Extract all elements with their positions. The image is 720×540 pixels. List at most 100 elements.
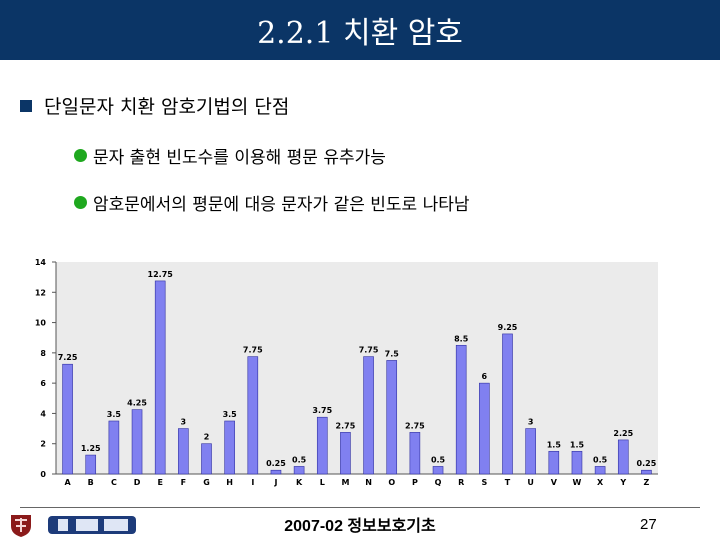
data-label-B: 1.25 [81, 444, 101, 453]
bar-M [340, 432, 351, 475]
x-tick-label-D: D [134, 478, 141, 487]
x-tick-label-N: N [365, 478, 372, 487]
data-label-C: 3.5 [107, 410, 122, 419]
bar-A [62, 363, 73, 475]
y-tick-label: 8 [40, 349, 46, 358]
data-label-K: 0.5 [292, 455, 307, 464]
x-tick-label-W: W [573, 478, 582, 487]
square-bullet-icon [20, 99, 32, 112]
x-tick-label-A: A [64, 478, 71, 487]
data-label-R: 8.5 [454, 334, 469, 343]
x-tick-label-L: L [320, 478, 325, 487]
y-tick-label: 10 [35, 319, 47, 328]
data-label-Y: 2.25 [613, 429, 633, 438]
data-label-A: 7.25 [58, 353, 78, 362]
bar-Q [432, 466, 444, 475]
x-tick-label-U: U [527, 478, 534, 487]
y-tick-label: 6 [40, 379, 46, 388]
data-label-G: 2 [204, 433, 210, 442]
x-tick-label-B: B [88, 478, 94, 487]
bar-U [525, 428, 536, 475]
bar-C [108, 420, 120, 475]
data-label-T: 9.25 [498, 323, 518, 332]
x-tick-label-I: I [251, 478, 254, 487]
data-label-M: 2.75 [336, 421, 356, 430]
x-tick-label-Z: Z [644, 478, 650, 487]
x-tick-label-R: R [458, 478, 464, 487]
x-tick-label-Y: Y [619, 478, 626, 487]
sub-bullet-2-text: 암호문에서의 평문에 대응 문자가 같은 빈도로 나타남 [93, 195, 470, 215]
footer-course-text: 2007-02 정보보호기초 [284, 518, 436, 535]
circle-bullet-icon [74, 149, 87, 162]
bar-I [247, 356, 259, 475]
y-tick-label: 14 [35, 258, 47, 267]
bar-L [316, 416, 328, 475]
data-label-E: 12.75 [148, 270, 174, 279]
x-tick-label-O: O [388, 478, 395, 487]
data-label-S: 6 [482, 372, 488, 381]
circle-bullet-icon [74, 196, 87, 209]
data-label-Q: 0.5 [431, 455, 446, 464]
x-tick-label-X: X [597, 478, 604, 487]
x-tick-label-M: M [341, 478, 349, 487]
university-crest-logo [11, 515, 31, 537]
x-tick-label-G: G [203, 478, 210, 487]
sub-bullet-2: 암호문에서의 평문에 대응 문자가 같은 빈도로 나타남 [74, 190, 470, 215]
data-label-D: 4.25 [127, 399, 147, 408]
footer-divider [20, 507, 700, 508]
x-tick-label-F: F [181, 478, 186, 487]
y-tick-label: 4 [40, 409, 46, 418]
y-tick-label: 12 [35, 288, 46, 297]
x-tick-label-J: J [273, 478, 277, 487]
bar-O [386, 360, 398, 475]
page-number: 27 [640, 516, 657, 533]
x-tick-label-S: S [481, 478, 487, 487]
x-tick-label-T: T [505, 478, 511, 487]
slide-title-bar: 2.2.1 치환 암호 [0, 0, 720, 60]
sub-bullet-1: 문자 출현 빈도수를 이용해 평문 유추가능 [74, 143, 386, 168]
plot-area [56, 262, 658, 474]
y-tick-label: 0 [40, 470, 46, 479]
frequency-bar-chart: 0 2 4 6 8 10 12 14 7.25 A 1.25 B 3.5 C 4.25 D 12.75 E 3 F 2 G… [35, 258, 658, 487]
data-label-I: 7.75 [243, 346, 263, 355]
x-tick-label-P: P [412, 478, 418, 487]
x-tick-label-H: H [226, 478, 233, 487]
x-tick-label-V: V [551, 478, 558, 487]
bar-N [363, 356, 374, 475]
data-label-U: 3 [528, 418, 534, 427]
netsec-logo [48, 516, 136, 534]
data-label-J: 0.25 [266, 459, 286, 468]
bar-H [224, 420, 235, 475]
bar-Z [641, 469, 652, 475]
bar-D [131, 409, 143, 475]
y-tick-label: 2 [40, 440, 46, 449]
data-label-W: 1.5 [570, 440, 585, 449]
bar-Y [617, 439, 629, 475]
data-label-P: 2.75 [405, 421, 425, 430]
data-label-O: 7.5 [385, 349, 400, 358]
sub-bullet-1-text: 문자 출현 빈도수를 이용해 평문 유추가능 [93, 148, 386, 168]
slide-title: 2.2.1 치환 암호 [257, 16, 463, 51]
bar-W [571, 450, 583, 475]
x-tick-label-K: K [296, 478, 303, 487]
bar-P [409, 432, 421, 475]
bar-K [293, 466, 305, 475]
bar-X [594, 466, 606, 475]
bar-F [178, 428, 189, 475]
data-label-F: 3 [181, 418, 187, 427]
bar-V [548, 450, 560, 475]
data-label-H: 3.5 [223, 410, 238, 419]
main-bullet-text: 단일문자 치환 암호기법의 단점 [44, 96, 290, 118]
bar-S [479, 382, 490, 475]
data-label-N: 7.75 [359, 346, 379, 355]
bar-J [270, 469, 282, 475]
x-tick-label-C: C [111, 478, 117, 487]
data-label-L: 3.75 [312, 406, 332, 415]
bar-R [455, 344, 467, 475]
data-label-X: 0.5 [593, 455, 608, 464]
x-tick-label-E: E [157, 478, 162, 487]
bar-B [85, 454, 97, 475]
main-bullet: 단일문자 치환 암호기법의 단점 [20, 92, 289, 119]
bar-E [154, 280, 166, 475]
bar-G [201, 443, 212, 475]
